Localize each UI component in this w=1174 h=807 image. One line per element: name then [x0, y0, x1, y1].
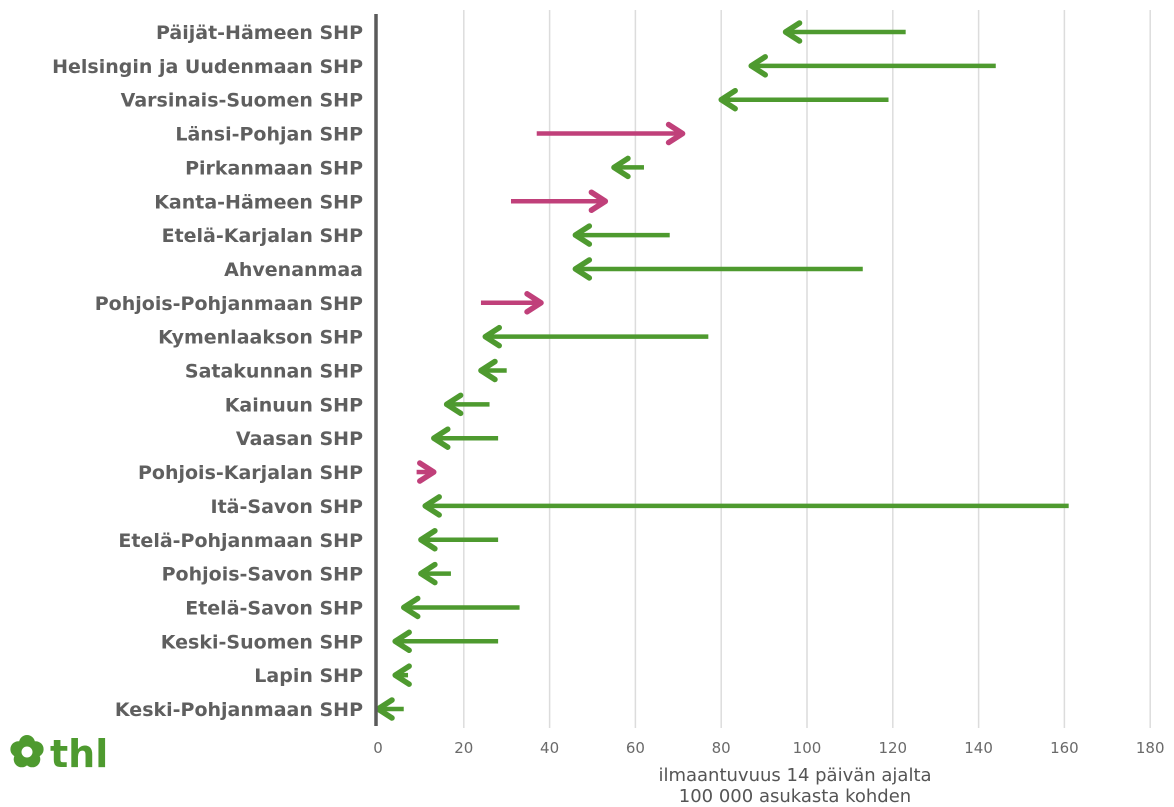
category-label: Etelä-Karjalan SHP	[162, 225, 363, 247]
arrow-head	[588, 189, 609, 213]
arrow-mark	[478, 358, 507, 383]
arrow-mark	[748, 54, 996, 78]
gridlines	[463, 10, 1151, 728]
category-label: Pirkanmaan SHP	[185, 157, 363, 179]
arrow-mark	[536, 121, 686, 146]
category-label: Varsinais-Suomen SHP	[121, 90, 363, 112]
arrow-head	[418, 561, 438, 586]
category-label: Ahvenanmaa	[224, 259, 363, 281]
category-label: Itä-Savon SHP	[211, 496, 364, 518]
arrow-mark	[572, 257, 863, 281]
thl-logo: thl	[10, 732, 108, 776]
category-labels: Päijät-Hämeen SHP Helsingin ja Uudenmaan …	[52, 22, 363, 721]
arrow-mark	[400, 595, 520, 620]
category-label: Kainuun SHP	[225, 394, 363, 416]
arrow-head	[417, 460, 437, 484]
x-tick-label: 80	[712, 739, 731, 757]
x-axis-ticks: 0 20 40 60 80 100 120 140 160 180	[373, 739, 1164, 757]
category-label: Pohjois-Karjalan SHP	[138, 462, 363, 484]
arrow-head	[748, 54, 768, 78]
arrow-head	[478, 358, 498, 383]
x-tick-label: 20	[454, 739, 473, 757]
arrow-mark	[422, 494, 1069, 518]
arrow-mark	[510, 189, 609, 213]
arrow-head	[611, 155, 631, 180]
category-label: Keski-Suomen SHP	[161, 631, 363, 653]
arrow-head	[482, 324, 502, 349]
arrow-mark	[392, 663, 412, 687]
arrow-head	[392, 663, 412, 687]
arrow-head	[665, 121, 686, 146]
arrow-mark	[572, 223, 670, 247]
arrow-mark	[418, 528, 499, 552]
logo-text: thl	[50, 732, 108, 776]
category-label: Pohjois-Savon SHP	[162, 564, 363, 586]
x-tick-label: 180	[1136, 739, 1165, 757]
arrow-mark	[480, 291, 544, 315]
category-label: Kymenlaakson SHP	[158, 327, 363, 349]
category-label: Satakunnan SHP	[185, 361, 363, 383]
clover-icon	[10, 735, 44, 768]
arrow-head	[400, 595, 421, 620]
arrow-head	[418, 528, 438, 552]
arrow-mark	[482, 324, 709, 349]
arrow-head	[375, 697, 395, 721]
arrow-head	[782, 20, 803, 44]
arrow-mark	[392, 629, 499, 654]
arrow-mark	[718, 87, 889, 112]
arrow-mark	[443, 392, 490, 417]
arrow-head	[718, 87, 738, 112]
arrow-head	[422, 494, 442, 518]
arrow-mark	[611, 155, 644, 180]
x-axis-title-line-2: 100 000 asukasta kohden	[679, 786, 911, 807]
arrows	[375, 20, 1069, 721]
arrow-head	[392, 629, 412, 654]
arrow-head	[443, 392, 464, 417]
category-label: Etelä-Savon SHP	[185, 597, 363, 619]
category-label: Lapin SHP	[254, 665, 363, 687]
arrow-head	[572, 223, 593, 247]
x-tick-label: 140	[964, 739, 993, 757]
arrow-mark	[375, 697, 404, 721]
arrow-mark	[418, 561, 451, 586]
category-label: Helsingin ja Uudenmaan SHP	[52, 56, 363, 78]
arrow-head	[431, 426, 451, 450]
x-axis-title-line-1: ilmaantuvuus 14 päivän ajalta	[658, 765, 931, 786]
x-tick-label: 100	[793, 739, 822, 757]
category-label: Etelä-Pohjanmaan SHP	[118, 530, 363, 552]
arrow-head	[572, 257, 593, 281]
arrow-mark	[416, 460, 437, 484]
category-label: Kanta-Hämeen SHP	[154, 191, 363, 213]
category-label: Vaasan SHP	[236, 428, 363, 450]
category-label: Pohjois-Pohjanmaan SHP	[95, 293, 363, 315]
x-tick-label: 60	[626, 739, 645, 757]
x-tick-label: 40	[540, 739, 559, 757]
arrow-mark	[782, 20, 906, 44]
x-tick-label: 0	[373, 739, 383, 757]
arrow-mark	[431, 426, 499, 450]
x-tick-label: 120	[878, 739, 907, 757]
x-tick-label: 160	[1050, 739, 1079, 757]
category-label: Päijät-Hämeen SHP	[156, 22, 363, 44]
category-label: Keski-Pohjanmaan SHP	[115, 699, 363, 721]
category-label: Länsi-Pohjan SHP	[175, 124, 363, 146]
arrow-head	[524, 291, 544, 315]
